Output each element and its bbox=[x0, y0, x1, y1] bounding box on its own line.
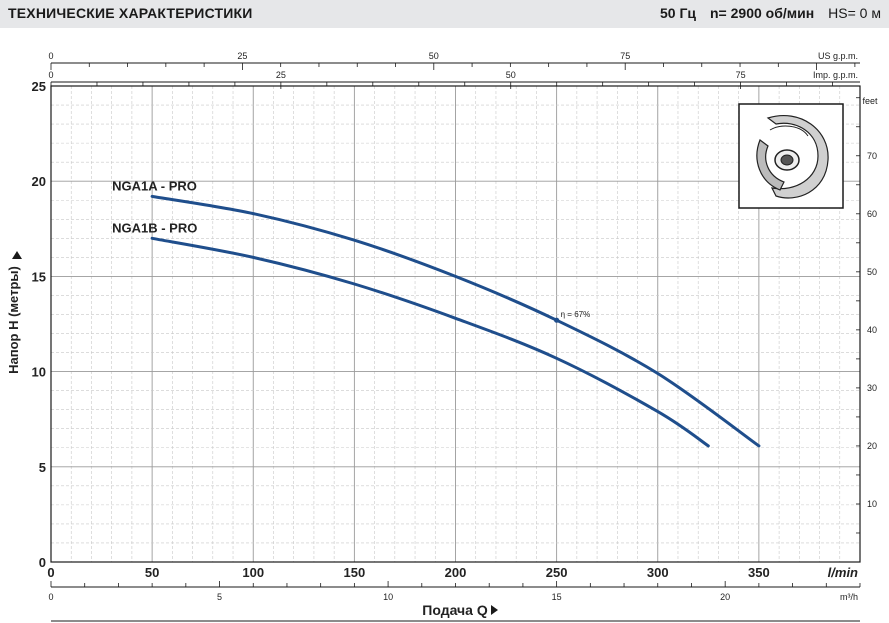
x-tick-label: 150 bbox=[344, 565, 366, 580]
us-gpm-tick-label: 0 bbox=[48, 51, 53, 61]
y-tick-label: 15 bbox=[32, 269, 46, 284]
feet-tick-label: 60 bbox=[867, 209, 877, 219]
us-gpm-tick-label: 75 bbox=[620, 51, 630, 61]
imp-gpm-tick-label: 0 bbox=[48, 70, 53, 80]
x-axis-arrow-icon bbox=[491, 605, 498, 615]
y-axis-arrow-icon bbox=[12, 251, 22, 259]
x-tick-label: 200 bbox=[445, 565, 467, 580]
x-axis-title: Подача Q bbox=[422, 602, 488, 618]
imp-gpm-tick-label: 50 bbox=[506, 70, 516, 80]
hs-label: HS= 0 м bbox=[828, 5, 881, 21]
series-label: NGA1B - PRO bbox=[112, 220, 197, 235]
m3h-tick-label: 5 bbox=[217, 592, 222, 602]
m3h-tick-label: 10 bbox=[383, 592, 393, 602]
feet-tick-label: 10 bbox=[867, 499, 877, 509]
page-title: ТЕХНИЧЕСКИЕ ХАРАКТЕРИСТИКИ bbox=[8, 5, 253, 21]
imp-gpm-unit-label: Imp. g.p.m. bbox=[813, 70, 858, 80]
y-tick-label: 0 bbox=[39, 555, 46, 570]
header-specs: 50 Гц n= 2900 об/мин HS= 0 м bbox=[660, 5, 881, 21]
m3h-unit-label: m³/h bbox=[840, 592, 858, 602]
plot-frame bbox=[50, 85, 861, 563]
imp-gpm-tick-label: 25 bbox=[276, 70, 286, 80]
us-gpm-tick-label: 25 bbox=[237, 51, 247, 61]
imp-gpm-tick-label: 75 bbox=[736, 70, 746, 80]
m3h-tick-label: 20 bbox=[720, 592, 730, 602]
us-gpm-unit-label: US g.p.m. bbox=[818, 51, 858, 61]
efficiency-point bbox=[554, 317, 560, 323]
x-tick-label: 50 bbox=[145, 565, 159, 580]
impeller-icon bbox=[738, 103, 844, 209]
grid bbox=[51, 86, 860, 562]
y-axis-title: Напор H (метры) bbox=[6, 266, 21, 374]
feet-tick-label: 30 bbox=[867, 383, 877, 393]
feet-tick-label: 70 bbox=[867, 151, 877, 161]
x-unit-label: l/min bbox=[828, 565, 858, 580]
header-bar bbox=[0, 0, 889, 28]
x-tick-label: 350 bbox=[748, 565, 770, 580]
series-line-nga1a bbox=[150, 194, 761, 448]
feet-unit-label: feet bbox=[862, 96, 878, 106]
frequency-label: 50 Гц bbox=[659, 5, 696, 21]
x-tick-label: 250 bbox=[546, 565, 568, 580]
series-label: NGA1A - PRO bbox=[112, 178, 197, 193]
m3h-tick-label: 15 bbox=[552, 592, 562, 602]
x-tick-label: 0 bbox=[47, 565, 54, 580]
feet-tick-label: 50 bbox=[867, 267, 877, 277]
series: NGA1A - PRO NGA1B - PRO η = 67% bbox=[112, 178, 761, 448]
us-gpm-tick-label: 50 bbox=[429, 51, 439, 61]
feet-tick-label: 20 bbox=[867, 441, 877, 451]
x-tick-label: 300 bbox=[647, 565, 669, 580]
x-tick-label: 100 bbox=[242, 565, 264, 580]
speed-label: n= 2900 об/мин bbox=[710, 5, 815, 21]
series-line-nga1b bbox=[150, 236, 710, 448]
feet-tick-label: 40 bbox=[867, 325, 877, 335]
y-tick-label: 10 bbox=[32, 365, 46, 380]
m3h-tick-label: 0 bbox=[48, 592, 53, 602]
y-tick-label: 20 bbox=[32, 174, 46, 189]
efficiency-annotation: η = 67% bbox=[561, 310, 591, 319]
y-tick-label: 5 bbox=[39, 460, 46, 475]
y-tick-label: 25 bbox=[32, 79, 46, 94]
